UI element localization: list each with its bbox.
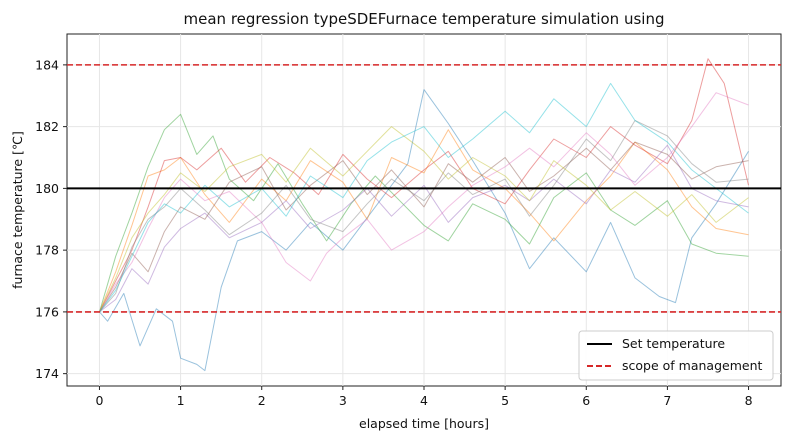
y-tick-label: 174 (35, 366, 59, 381)
plot-area (66, 33, 782, 387)
legend-label-scope: scope of management (622, 358, 762, 373)
x-tick-label: 1 (177, 393, 185, 408)
simulation-path-3 (99, 113, 749, 313)
simulation-path-10 (99, 82, 749, 313)
y-tick-label: 184 (35, 57, 59, 72)
x-tick-label: 5 (501, 393, 509, 408)
simulation-path-8 (99, 120, 749, 313)
x-axis-label: elapsed time [hours] (359, 416, 489, 431)
legend-box (578, 330, 774, 381)
chart-title: mean regression typeSDEFurnace temperatu… (184, 10, 665, 28)
x-tick-label: 2 (258, 393, 266, 408)
y-axis: 174 176 178 180 182 184 (35, 57, 67, 381)
series-layer (99, 58, 749, 372)
y-tick-label: 178 (35, 243, 59, 258)
reference-lines (67, 64, 781, 313)
x-tick-label: 4 (420, 393, 428, 408)
y-axis-label: furnace temperature [℃] (10, 131, 25, 289)
x-tick-label: 7 (663, 393, 671, 408)
simulation-path-9 (99, 126, 749, 313)
x-tick-label: 0 (95, 393, 103, 408)
legend: Set temperature scope of management (578, 330, 774, 381)
y-tick-label: 180 (35, 181, 59, 196)
legend-label-set-temperature: Set temperature (622, 336, 725, 351)
y-tick-label: 182 (35, 119, 59, 134)
simulation-path-6 (99, 141, 749, 313)
simulation-path-2 (99, 129, 749, 313)
x-tick-label: 8 (745, 393, 753, 408)
x-tick-label: 3 (339, 393, 347, 408)
simulation-path-5 (99, 144, 749, 313)
x-tick-label: 6 (582, 393, 590, 408)
simulation-path-4 (99, 58, 749, 313)
x-axis: 0 1 2 3 4 5 6 7 8 (95, 386, 753, 408)
simulation-path-1 (99, 89, 749, 372)
y-tick-label: 176 (35, 304, 59, 319)
